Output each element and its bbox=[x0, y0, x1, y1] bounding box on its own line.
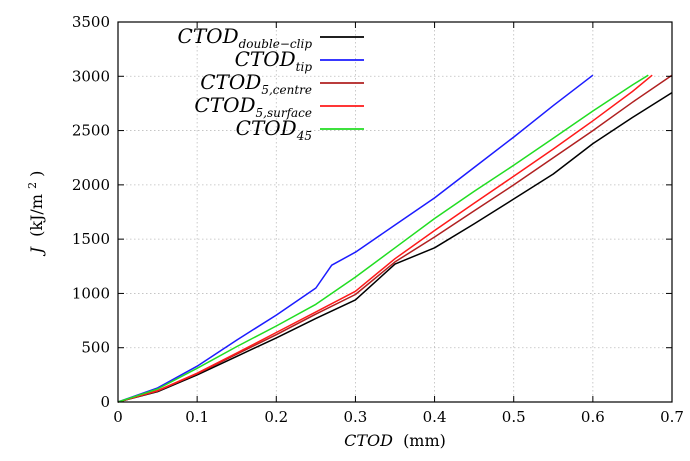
series-layer bbox=[118, 75, 672, 402]
y-tick-label: 1500 bbox=[72, 230, 110, 248]
legend-label-main: CTOD bbox=[235, 47, 296, 71]
x-tick-label: 0.6 bbox=[581, 408, 605, 426]
x-tick-label: 0.3 bbox=[343, 408, 367, 426]
legend-label-main: CTOD bbox=[194, 93, 255, 117]
y-tick-label: 3500 bbox=[72, 13, 110, 31]
legend-label-main: CTOD bbox=[200, 70, 261, 94]
y-axis-label-unit: (kJ/m bbox=[27, 194, 46, 237]
x-axis-label-unit: (mm) bbox=[403, 431, 446, 450]
series-line-45 bbox=[118, 75, 648, 402]
y-tick-label: 1000 bbox=[72, 284, 110, 302]
y-tick-label: 2000 bbox=[72, 176, 110, 194]
legend-label: CTOD45 bbox=[236, 116, 312, 143]
y-axis-label-close: ) bbox=[27, 171, 46, 177]
x-tick-label: 0.4 bbox=[423, 408, 447, 426]
y-tick-label: 2500 bbox=[72, 122, 110, 140]
x-tick-label: 0.7 bbox=[660, 408, 684, 426]
legend-label-sub: 45 bbox=[296, 129, 312, 143]
legend-label-sub: 5,centre bbox=[261, 83, 312, 97]
x-axis-label-main: CTOD bbox=[344, 431, 393, 450]
x-tick-label: 0 bbox=[113, 408, 123, 426]
x-axis-label: CTOD (mm) bbox=[344, 431, 446, 450]
legend-label-sub: tip bbox=[296, 60, 313, 74]
x-tick-label: 0.1 bbox=[185, 408, 209, 426]
y-axis-label: J (kJ/m 2 ) bbox=[21, 171, 46, 257]
x-tick-labels: 0 0.1 0.2 0.3 0.4 0.5 0.6 0.7 bbox=[113, 408, 684, 426]
x-tick-label: 0.2 bbox=[264, 408, 288, 426]
legend: CTODdouble−clipCTODtipCTOD5,centreCTOD5,… bbox=[178, 24, 364, 143]
y-axis-label-sup: 2 bbox=[26, 182, 39, 189]
legend-label-main: CTOD bbox=[236, 116, 297, 140]
series-line-5-surface bbox=[118, 75, 652, 402]
y-axis-label-main: J bbox=[27, 245, 46, 256]
legend-label-main: CTOD bbox=[178, 24, 239, 48]
x-tick-label: 0.5 bbox=[502, 408, 526, 426]
y-tick-label: 0 bbox=[100, 393, 110, 411]
y-tick-label: 500 bbox=[81, 339, 110, 357]
y-tick-labels: 0 500 1000 1500 2000 2500 3000 3500 bbox=[72, 13, 110, 411]
y-tick-label: 3000 bbox=[72, 67, 110, 85]
